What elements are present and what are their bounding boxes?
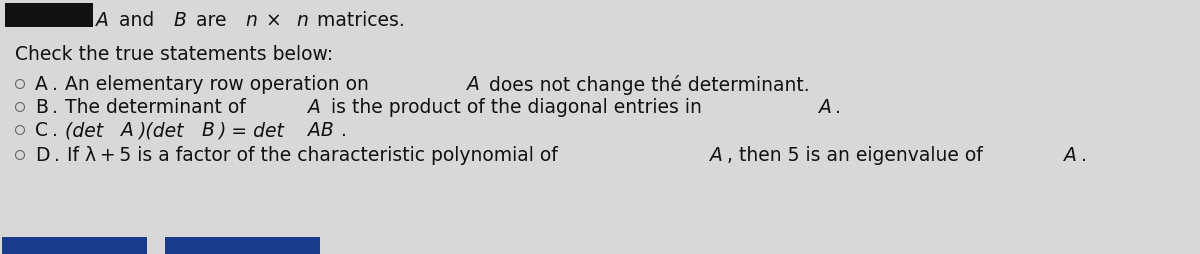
- Text: (det: (det: [59, 121, 107, 140]
- Text: matrices.: matrices.: [312, 10, 406, 29]
- Text: .: .: [52, 121, 58, 140]
- Bar: [2, 237, 148, 254]
- Text: A: A: [96, 10, 109, 29]
- Text: Check the true statements below:: Check the true statements below:: [14, 45, 334, 64]
- Text: ) = det: ) = det: [218, 121, 288, 140]
- Text: ×: ×: [260, 10, 288, 29]
- Text: and: and: [113, 10, 160, 29]
- Text: B: B: [174, 10, 186, 29]
- Text: B: B: [202, 121, 214, 140]
- Text: .: .: [52, 98, 58, 117]
- Text: D: D: [35, 146, 49, 165]
- Text: AB: AB: [307, 121, 334, 140]
- Text: , then 5 is an eigenvalue of: , then 5 is an eigenvalue of: [727, 146, 989, 165]
- Text: A: A: [710, 146, 722, 165]
- Text: The determinant of: The determinant of: [59, 98, 252, 117]
- Text: A: A: [818, 98, 832, 117]
- Text: .: .: [52, 75, 58, 94]
- Text: A: A: [121, 121, 134, 140]
- Text: does not change thé determinant.: does not change thé determinant.: [484, 75, 810, 95]
- Text: are: are: [190, 10, 233, 29]
- Text: B: B: [35, 98, 48, 117]
- Text: A: A: [1064, 146, 1078, 165]
- Text: n: n: [296, 10, 308, 29]
- Text: An elementary row operation on: An elementary row operation on: [59, 75, 376, 94]
- Bar: [166, 237, 320, 254]
- Text: n: n: [245, 10, 257, 29]
- Text: )(det: )(det: [138, 121, 187, 140]
- Text: C: C: [35, 121, 48, 140]
- Text: A: A: [467, 75, 480, 94]
- Text: .: .: [1081, 146, 1087, 165]
- Text: is the product of the diagonal entries in: is the product of the diagonal entries i…: [325, 98, 708, 117]
- Text: .: .: [54, 146, 60, 165]
- Text: .: .: [835, 98, 841, 117]
- Text: .: .: [341, 121, 347, 140]
- Text: If λ + 5 is a factor of the characteristic polynomial of: If λ + 5 is a factor of the characterist…: [61, 146, 564, 165]
- Text: A: A: [35, 75, 48, 94]
- Text: A: A: [308, 98, 320, 117]
- Bar: [5, 4, 94, 28]
